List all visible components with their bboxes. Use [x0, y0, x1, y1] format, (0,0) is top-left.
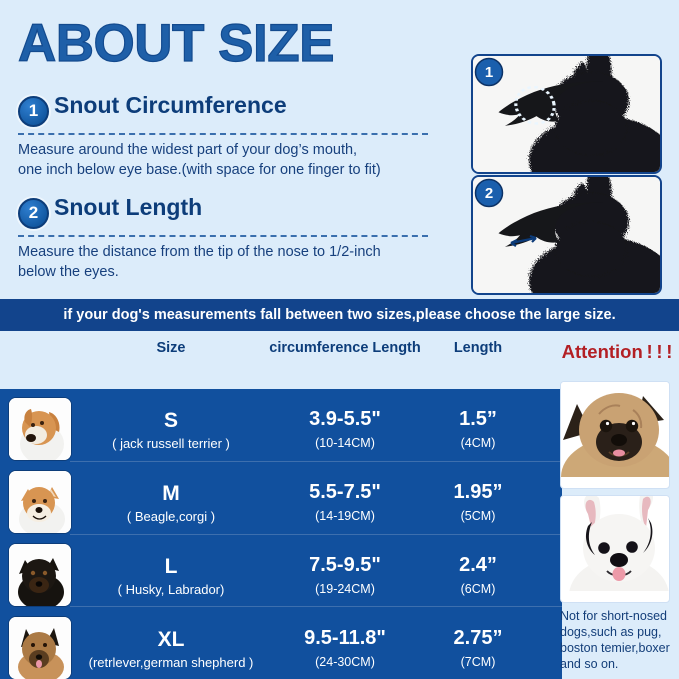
svg-text:1: 1 — [485, 64, 493, 81]
svg-text:2: 2 — [485, 185, 493, 202]
